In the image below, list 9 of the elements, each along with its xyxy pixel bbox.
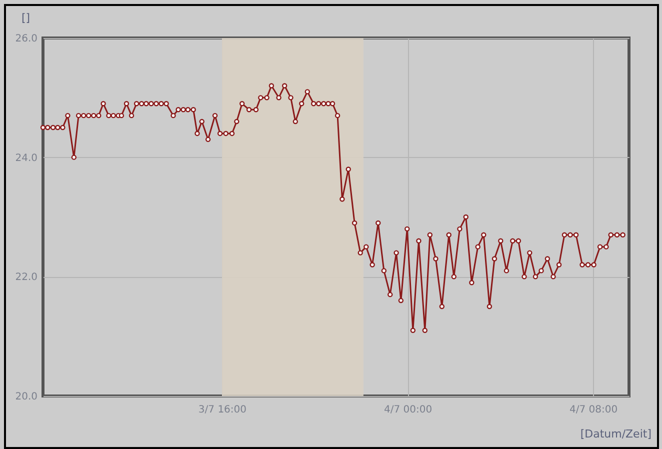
y-tick-label: 22.0 <box>15 272 38 284</box>
x-tick-label: 4/7 08:00 <box>570 404 618 416</box>
y-tick-label: 24.0 <box>15 152 38 164</box>
x-tick-label: 3/7 16:00 <box>198 404 247 416</box>
y-tick-label: 20.0 <box>15 392 38 402</box>
y-tick-label: 26.0 <box>15 34 38 44</box>
x-tick-label: 4/7 00:00 <box>384 404 432 416</box>
y-axis-title: [] <box>22 12 30 24</box>
x-axis-title: [Datum/Zeit] <box>580 428 652 440</box>
